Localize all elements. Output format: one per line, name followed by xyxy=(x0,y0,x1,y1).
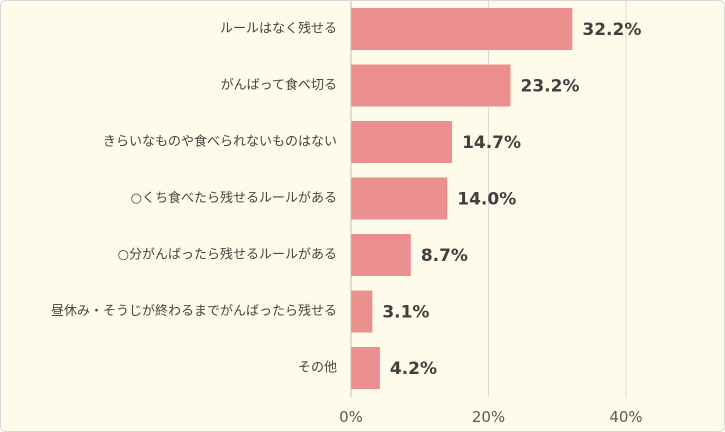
value-labels: 32.2% 23.2% 14.7% 14.0% 8.7% 3.1% 4.2% xyxy=(382,20,641,379)
value-label-3: 14.0% xyxy=(457,190,516,210)
bar-3 xyxy=(351,177,448,220)
value-label-2: 14.7% xyxy=(462,133,521,153)
x-tick-label-0: 0% xyxy=(339,408,363,426)
category-label-4: ○分がんばったら残せるルールがある xyxy=(118,248,337,263)
bar-2 xyxy=(351,121,453,163)
value-label-6: 4.2% xyxy=(390,359,437,379)
value-label-5: 3.1% xyxy=(382,303,429,323)
category-label-0: ルールはなく残せる xyxy=(220,22,337,37)
category-label-2: きらいなものや食べられないものはない xyxy=(103,134,337,150)
bars xyxy=(351,8,573,389)
bar-6 xyxy=(351,347,380,389)
category-label-5: 昼休み・そうじが終わるまでがんばったら残せる xyxy=(51,303,337,319)
x-tick-labels: 0% 20% 40% xyxy=(339,408,643,426)
value-label-4: 8.7% xyxy=(421,246,468,266)
category-label-1: がんばって食べ切る xyxy=(221,77,337,93)
bar-0 xyxy=(351,8,573,50)
value-label-1: 23.2% xyxy=(521,77,580,97)
category-label-6: その他 xyxy=(298,361,337,376)
bar-4 xyxy=(351,234,411,276)
bar-5 xyxy=(351,290,373,333)
x-tick-label-1: 20% xyxy=(472,408,505,426)
value-label-0: 32.2% xyxy=(582,20,641,40)
category-label-3: ○くち食べたら残せるルールがある xyxy=(131,190,337,206)
x-tick-label-2: 40% xyxy=(609,408,642,426)
bar-1 xyxy=(351,64,511,107)
